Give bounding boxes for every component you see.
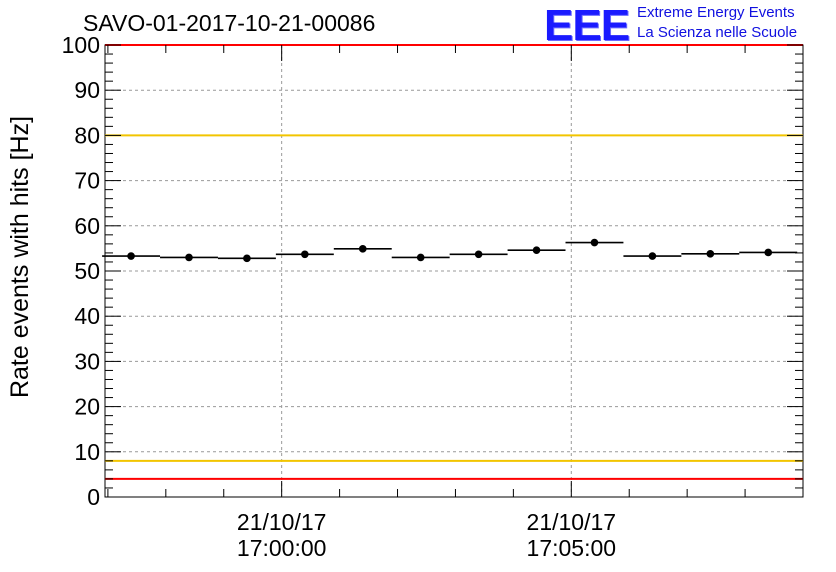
data-point <box>301 250 309 259</box>
data-point <box>416 253 425 262</box>
data-point <box>358 245 367 253</box>
y-tick-label: 80 <box>74 122 100 148</box>
y-tick-label: 10 <box>74 439 100 465</box>
y-tick-label: 70 <box>74 168 100 194</box>
data-points <box>102 238 798 263</box>
y-tick-label: 100 <box>62 32 100 58</box>
y-tick-label: 0 <box>87 484 100 510</box>
x-tick-label-time: 17:05:00 <box>527 535 617 561</box>
eee-logo: EEE <box>544 1 630 50</box>
axis-ticks <box>105 44 804 498</box>
data-point <box>532 246 541 255</box>
data-point <box>474 250 483 259</box>
x-tick-label-date: 21/10/17 <box>237 509 327 535</box>
data-point <box>243 254 251 263</box>
data-point <box>706 250 715 258</box>
y-tick-label: 30 <box>74 348 100 374</box>
y-tick-label: 50 <box>74 258 100 284</box>
reference-lines <box>105 44 803 480</box>
data-point <box>185 253 193 262</box>
x-tick-label-time: 17:00:00 <box>237 535 327 561</box>
x-tick-label-date: 21/10/17 <box>527 509 617 535</box>
data-point <box>648 252 657 260</box>
grid-lines <box>105 45 803 497</box>
logo-line-1: Extreme Energy Events <box>637 4 795 21</box>
data-point <box>127 252 135 260</box>
y-tick-label: 60 <box>74 213 100 239</box>
data-point <box>764 248 773 257</box>
data-point <box>590 238 599 247</box>
y-tick-labels: 0 10 20 30 40 50 60 70 80 90 100 <box>62 32 100 510</box>
y-tick-label: 20 <box>74 394 100 420</box>
y-axis-label: Rate events with hits [Hz] <box>6 116 34 398</box>
logo-line-2: La Scienza nelle Scuole <box>637 24 798 41</box>
y-tick-label: 40 <box>74 303 100 329</box>
chart-title: SAVO-01-2017-10-21-00086 <box>83 10 376 36</box>
y-tick-label: 90 <box>74 77 100 103</box>
